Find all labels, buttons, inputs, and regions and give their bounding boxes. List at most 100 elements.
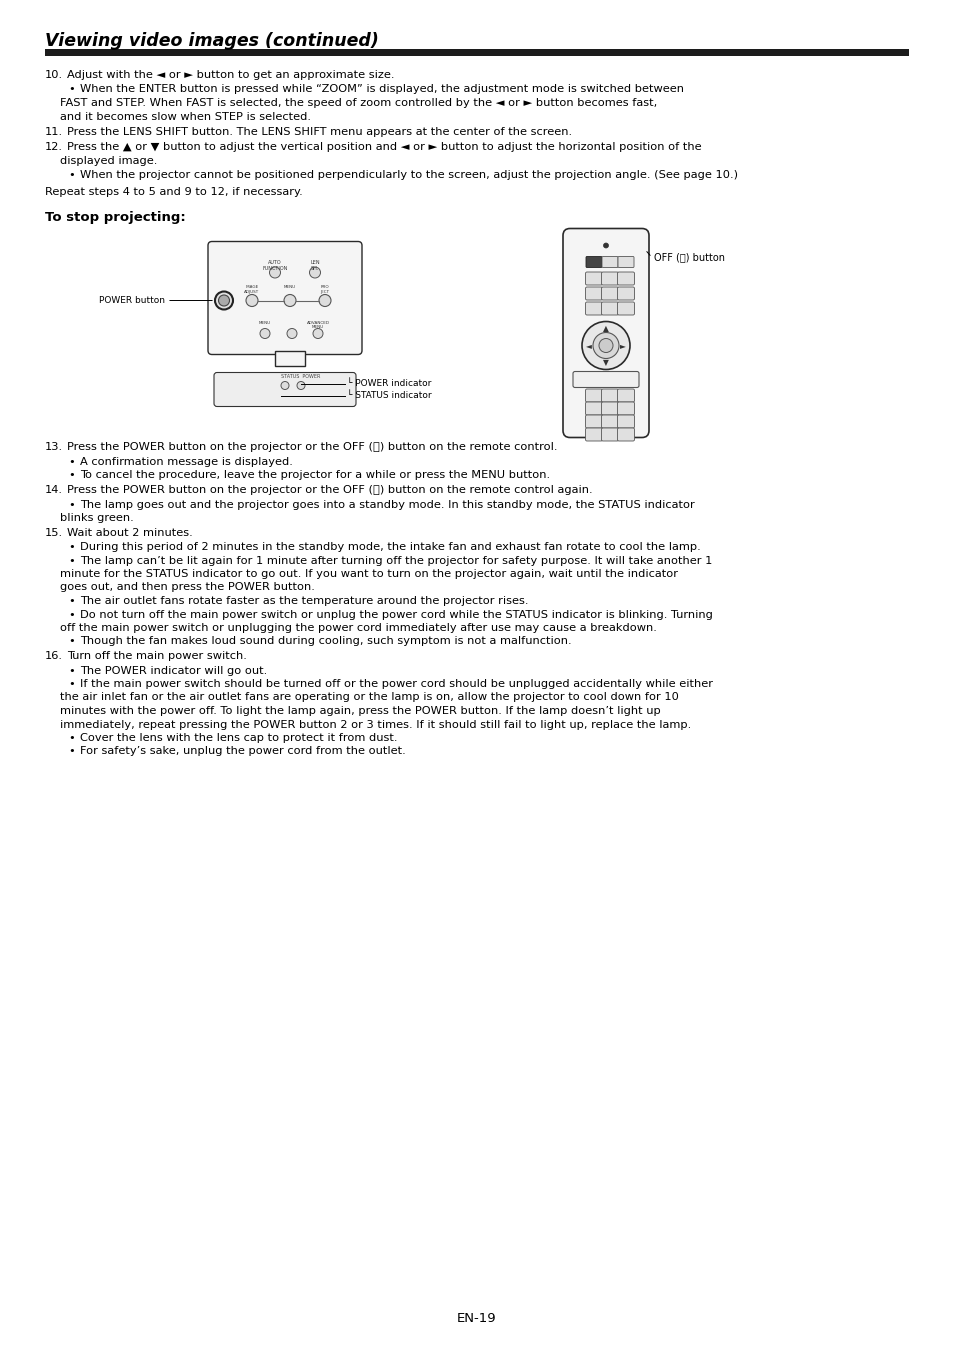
Text: └ STATUS indicator: └ STATUS indicator: [347, 392, 431, 400]
Circle shape: [296, 382, 305, 390]
FancyBboxPatch shape: [617, 414, 634, 428]
FancyBboxPatch shape: [617, 428, 634, 441]
Text: To cancel the procedure, leave the projector for a while or press the MENU butto: To cancel the procedure, leave the proje…: [80, 471, 550, 481]
FancyBboxPatch shape: [601, 288, 618, 300]
Text: During this period of 2 minutes in the standby mode, the intake fan and exhaust : During this period of 2 minutes in the s…: [80, 541, 700, 552]
Text: off the main power switch or unplugging the power cord immediately after use may: off the main power switch or unplugging …: [60, 622, 657, 633]
Circle shape: [309, 267, 320, 278]
Circle shape: [603, 243, 608, 248]
Text: •: •: [68, 170, 74, 181]
Circle shape: [281, 382, 289, 390]
FancyBboxPatch shape: [601, 256, 618, 267]
Text: Repeat steps 4 to 5 and 9 to 12, if necessary.: Repeat steps 4 to 5 and 9 to 12, if nece…: [45, 188, 302, 197]
Text: Press the LENS SHIFT button. The LENS SHIFT menu appears at the center of the sc: Press the LENS SHIFT button. The LENS SH…: [67, 127, 572, 136]
FancyBboxPatch shape: [585, 402, 602, 414]
Text: •: •: [68, 733, 74, 743]
Bar: [274, 351, 305, 366]
Text: 13.: 13.: [45, 443, 63, 452]
Circle shape: [593, 332, 618, 359]
Text: •: •: [68, 458, 74, 467]
Text: ADVANCED
MENU: ADVANCED MENU: [306, 320, 329, 329]
FancyBboxPatch shape: [585, 271, 602, 285]
FancyBboxPatch shape: [617, 288, 634, 300]
Text: 14.: 14.: [45, 485, 63, 495]
FancyBboxPatch shape: [585, 389, 602, 402]
Text: When the ENTER button is pressed while “ZOOM” is displayed, the adjustment mode : When the ENTER button is pressed while “…: [80, 85, 683, 94]
FancyBboxPatch shape: [601, 414, 618, 428]
Text: •: •: [68, 747, 74, 756]
Text: To stop projecting:: To stop projecting:: [45, 211, 186, 224]
FancyBboxPatch shape: [601, 428, 618, 441]
Text: Viewing video images (continued): Viewing video images (continued): [45, 32, 378, 50]
Text: ▼: ▼: [602, 358, 608, 367]
FancyBboxPatch shape: [617, 302, 634, 315]
Text: STATUS  POWER: STATUS POWER: [281, 374, 320, 378]
Text: LEN
SH.: LEN SH.: [310, 261, 319, 271]
Text: Press the POWER button on the projector or the OFF (⏻) button on the remote cont: Press the POWER button on the projector …: [67, 443, 557, 452]
Circle shape: [260, 328, 270, 339]
Text: Though the fan makes loud sound during cooling, such symptom is not a malfunctio: Though the fan makes loud sound during c…: [80, 636, 571, 647]
Text: blinks green.: blinks green.: [60, 513, 133, 522]
FancyBboxPatch shape: [213, 373, 355, 406]
FancyBboxPatch shape: [585, 288, 602, 300]
Text: The lamp can’t be lit again for 1 minute after turning off the projector for saf: The lamp can’t be lit again for 1 minute…: [80, 555, 712, 566]
Text: displayed image.: displayed image.: [60, 157, 157, 166]
Text: FAST and STEP. When FAST is selected, the speed of zoom controlled by the ◄ or ►: FAST and STEP. When FAST is selected, th…: [60, 99, 657, 108]
Text: ►: ►: [619, 342, 625, 350]
Text: immediately, repeat pressing the POWER button 2 or 3 times. If it should still f: immediately, repeat pressing the POWER b…: [60, 720, 691, 729]
Text: •: •: [68, 555, 74, 566]
Text: Cover the lens with the lens cap to protect it from dust.: Cover the lens with the lens cap to prot…: [80, 733, 397, 743]
Text: Press the ▲ or ▼ button to adjust the vertical position and ◄ or ► button to adj: Press the ▲ or ▼ button to adjust the ve…: [67, 143, 700, 153]
Text: •: •: [68, 666, 74, 675]
FancyBboxPatch shape: [617, 271, 634, 285]
Text: Press the POWER button on the projector or the OFF (⏻) button on the remote cont: Press the POWER button on the projector …: [67, 485, 592, 495]
FancyBboxPatch shape: [585, 256, 601, 267]
Circle shape: [581, 321, 629, 370]
FancyBboxPatch shape: [585, 414, 602, 428]
Text: Wait about 2 minutes.: Wait about 2 minutes.: [67, 528, 193, 537]
Circle shape: [246, 294, 257, 306]
FancyBboxPatch shape: [562, 228, 648, 437]
Circle shape: [318, 294, 331, 306]
Text: The lamp goes out and the projector goes into a standby mode. In this standby mo: The lamp goes out and the projector goes…: [80, 500, 694, 509]
Text: If the main power switch should be turned off or the power cord should be unplug: If the main power switch should be turne…: [80, 679, 712, 688]
FancyBboxPatch shape: [617, 389, 634, 402]
Text: and it becomes slow when STEP is selected.: and it becomes slow when STEP is selecte…: [60, 112, 311, 122]
Text: •: •: [68, 541, 74, 552]
Text: AUTO
FUNCTION: AUTO FUNCTION: [262, 261, 288, 271]
FancyBboxPatch shape: [585, 428, 602, 441]
Text: Adjust with the ◄ or ► button to get an approximate size.: Adjust with the ◄ or ► button to get an …: [67, 70, 395, 80]
Text: OFF (⏻) button: OFF (⏻) button: [654, 252, 724, 262]
FancyBboxPatch shape: [601, 402, 618, 414]
FancyBboxPatch shape: [585, 302, 602, 315]
Text: └ POWER indicator: └ POWER indicator: [347, 379, 431, 387]
Text: goes out, and then press the POWER button.: goes out, and then press the POWER butto…: [60, 582, 314, 593]
Text: The POWER indicator will go out.: The POWER indicator will go out.: [80, 666, 267, 675]
Text: For safety’s sake, unplug the power cord from the outlet.: For safety’s sake, unplug the power cord…: [80, 747, 405, 756]
FancyBboxPatch shape: [601, 302, 618, 315]
Text: 10.: 10.: [45, 70, 63, 80]
Text: 12.: 12.: [45, 143, 63, 153]
Text: •: •: [68, 85, 74, 94]
Text: POWER button: POWER button: [99, 296, 165, 305]
Text: EN-19: EN-19: [456, 1311, 497, 1324]
Circle shape: [269, 267, 280, 278]
Circle shape: [214, 292, 233, 309]
FancyBboxPatch shape: [617, 402, 634, 414]
Text: •: •: [68, 471, 74, 481]
Text: The air outlet fans rotate faster as the temperature around the projector rises.: The air outlet fans rotate faster as the…: [80, 595, 528, 606]
Text: •: •: [68, 609, 74, 620]
FancyBboxPatch shape: [601, 271, 618, 285]
Text: 11.: 11.: [45, 127, 63, 136]
Circle shape: [313, 328, 323, 339]
Text: Turn off the main power switch.: Turn off the main power switch.: [67, 651, 247, 661]
Circle shape: [287, 328, 296, 339]
Text: ◄: ◄: [585, 342, 591, 350]
Text: IMAGE
ADJUST: IMAGE ADJUST: [244, 285, 259, 294]
Text: •: •: [68, 595, 74, 606]
Text: •: •: [68, 636, 74, 647]
Circle shape: [284, 294, 295, 306]
Text: •: •: [68, 500, 74, 509]
Text: A confirmation message is displayed.: A confirmation message is displayed.: [80, 458, 293, 467]
Text: •: •: [68, 679, 74, 688]
